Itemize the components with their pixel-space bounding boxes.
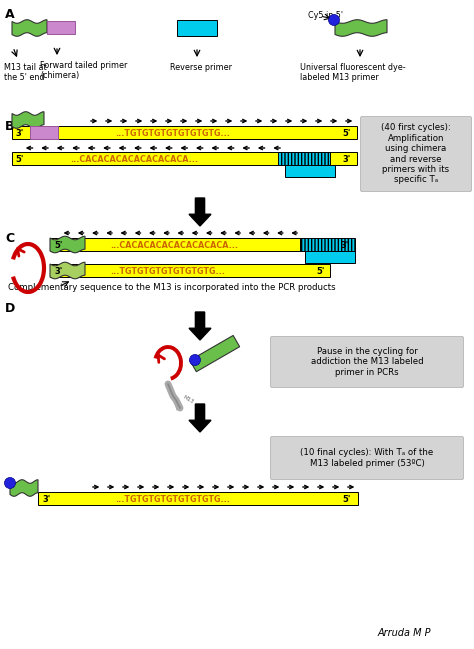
Polygon shape: [12, 19, 47, 36]
Text: B: B: [5, 120, 15, 133]
Text: ...TGTGTGTGTGTGTGTG...: ...TGTGTGTGTGTGTGTG...: [110, 267, 225, 275]
FancyBboxPatch shape: [271, 336, 464, 387]
Text: 3': 3': [54, 267, 62, 275]
Text: ...CACACACACACACACACA...: ...CACACACACACACACACA...: [110, 241, 238, 249]
Bar: [190, 336, 240, 372]
Text: 5': 5': [342, 129, 350, 138]
Circle shape: [190, 354, 201, 365]
Text: ...TGTGTGTGTGTGTGTG...: ...TGTGTGTGTGTGTGTG...: [115, 129, 230, 138]
Text: 3': 3': [15, 129, 23, 138]
Text: Forward tailed primer
(chimera): Forward tailed primer (chimera): [40, 61, 128, 80]
Text: M13: M13: [182, 395, 194, 405]
Polygon shape: [50, 262, 85, 279]
Text: 5': 5': [342, 495, 350, 504]
Text: 5': 5': [15, 154, 23, 164]
Polygon shape: [10, 480, 38, 496]
Text: D: D: [5, 302, 15, 315]
Bar: [278, 152, 330, 165]
Bar: [285, 165, 335, 177]
Bar: [305, 251, 355, 263]
Bar: [177, 20, 217, 36]
Text: Reverse primer: Reverse primer: [170, 63, 232, 72]
FancyArrow shape: [189, 404, 211, 432]
Bar: [30, 126, 58, 139]
Text: C: C: [5, 232, 14, 245]
Polygon shape: [12, 112, 44, 129]
Text: Cy5 in 5': Cy5 in 5': [308, 11, 343, 20]
FancyArrow shape: [189, 312, 211, 340]
Bar: [12, 152, 357, 165]
Bar: [300, 238, 355, 251]
Text: 5': 5': [54, 241, 63, 249]
Text: 3': 3': [340, 241, 348, 249]
Text: Pause in the cycling for
addiction the M13 labeled
primer in PCRs: Pause in the cycling for addiction the M…: [310, 347, 423, 377]
FancyArrow shape: [189, 198, 211, 226]
Text: M13 tail at
the 5' end: M13 tail at the 5' end: [4, 63, 46, 82]
Polygon shape: [335, 19, 387, 36]
Text: 5': 5': [316, 267, 324, 275]
Bar: [47, 21, 75, 34]
Polygon shape: [50, 236, 85, 253]
Text: 3': 3': [342, 154, 350, 164]
Text: ...TGTGTGTGTGTGTGTG...: ...TGTGTGTGTGTGTGTG...: [115, 495, 230, 504]
Text: 3': 3': [42, 495, 50, 504]
Text: Arruda M P: Arruda M P: [378, 628, 431, 638]
Bar: [50, 238, 330, 251]
Text: A: A: [5, 8, 15, 21]
FancyBboxPatch shape: [361, 117, 472, 191]
Circle shape: [4, 478, 16, 489]
Circle shape: [328, 14, 339, 25]
FancyBboxPatch shape: [271, 437, 464, 480]
Bar: [38, 492, 358, 505]
Text: (40 first cycles):
Amplification
using chimera
and reverse
primers with its
spec: (40 first cycles): Amplification using c…: [381, 123, 451, 184]
Text: ...CACACACACACACACACA...: ...CACACACACACACACACA...: [70, 154, 198, 164]
Text: Universal fluorescent dye-
labeled M13 primer: Universal fluorescent dye- labeled M13 p…: [300, 63, 406, 82]
Text: (10 final cycles): With Tₐ of the
M13 labeled primer (53ºC): (10 final cycles): With Tₐ of the M13 la…: [301, 448, 434, 468]
Bar: [12, 126, 357, 139]
Bar: [50, 264, 330, 277]
Text: Complementary sequence to the M13 is incorporated into the PCR products: Complementary sequence to the M13 is inc…: [8, 283, 336, 292]
